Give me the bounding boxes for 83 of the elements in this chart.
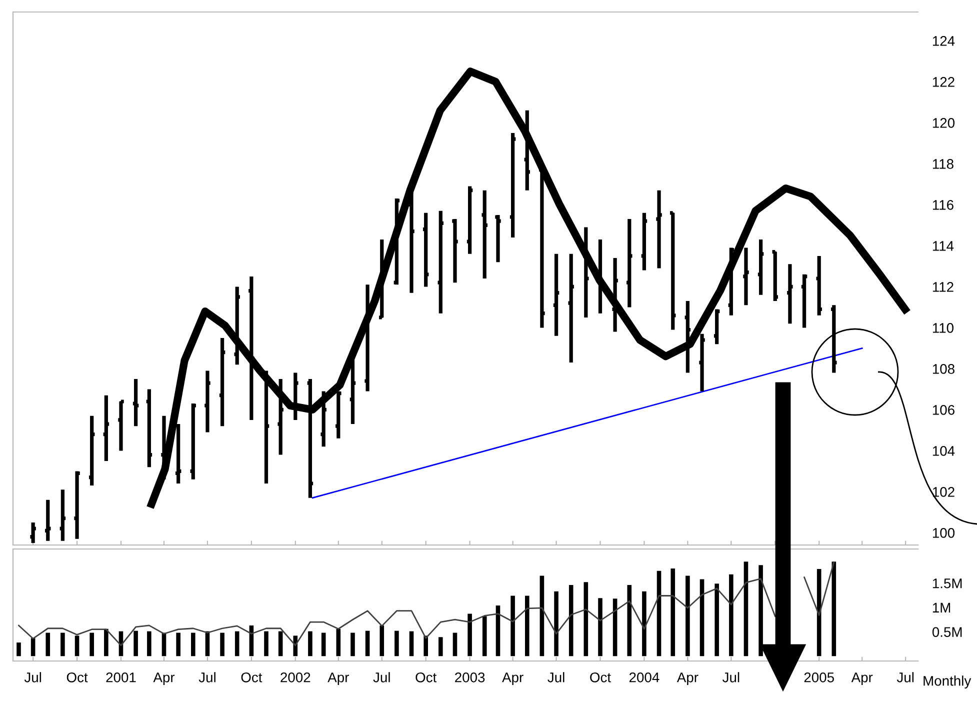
bar [496, 605, 500, 656]
bar [670, 568, 676, 656]
bar [729, 574, 734, 656]
y-tick-label: 0.5M [932, 627, 962, 637]
bar [90, 632, 94, 656]
bar [554, 591, 558, 656]
x-tick-label: Oct [590, 672, 611, 682]
bar [394, 630, 399, 656]
bar [568, 585, 574, 656]
bar [832, 562, 836, 656]
y-tick-label: 112 [932, 282, 954, 292]
bar [264, 631, 268, 656]
x-tick-label: 2005 [804, 672, 834, 682]
bar [744, 562, 748, 656]
bar [598, 598, 602, 656]
y-tick-label: 102 [932, 487, 954, 497]
bar [321, 632, 326, 656]
y-tick-label: 104 [932, 446, 955, 456]
x-tick-label: 2003 [455, 672, 485, 682]
y-tick-label: 122 [932, 77, 954, 87]
y-tick-label: 110 [932, 323, 954, 333]
bar [656, 570, 662, 656]
bar [409, 631, 414, 656]
y-tick-label: 120 [932, 118, 955, 128]
bar [134, 630, 138, 656]
bar [612, 598, 618, 656]
bar [234, 631, 240, 656]
bar [176, 632, 180, 656]
bar [524, 596, 530, 656]
x-tick-label: 2001 [106, 672, 136, 682]
bar [220, 632, 224, 656]
bar [686, 576, 690, 656]
x-tick-label: Oct [66, 672, 88, 682]
bar [380, 625, 384, 656]
bar [104, 628, 108, 656]
y-tick-label: 100 [932, 528, 955, 538]
bar [627, 585, 632, 656]
y-tick-label: 1.5M [932, 578, 962, 588]
y-tick-label: 116 [932, 200, 954, 210]
bar [74, 636, 80, 656]
y-tick-label: 108 [932, 364, 954, 374]
y-tick-label: 1M [932, 602, 950, 612]
x-tick-label: Oct [241, 672, 262, 682]
x-tick-label: Jul [198, 672, 216, 682]
x-tick-label: Jul [548, 672, 564, 682]
x-tick-label: 2004 [629, 672, 660, 682]
y-tick-label: 106 [932, 405, 954, 415]
bar [700, 579, 704, 656]
x-tick-label: Jul [722, 672, 740, 682]
x-tick-label: Apr [676, 672, 698, 686]
bar [510, 596, 515, 656]
x-tick-label: 2002 [280, 672, 310, 682]
bar [540, 576, 544, 656]
y-tick-label: 124 [932, 36, 955, 46]
bar [60, 632, 65, 656]
x-tick-label: Apr [328, 672, 349, 686]
bar [438, 637, 443, 656]
bar [278, 631, 283, 656]
bar [424, 636, 428, 656]
x-tick-label: Apr [502, 672, 524, 686]
bar [468, 614, 472, 656]
bar [147, 631, 152, 656]
x-tick-label: Apr [153, 672, 175, 686]
bar [714, 584, 719, 656]
y-tick-label: 114 [932, 241, 954, 251]
bar [452, 632, 458, 656]
bar [16, 642, 21, 656]
text: Monthly [924, 676, 972, 689]
x-tick-label: Jul [24, 672, 42, 682]
y-tick-label: 118 [932, 159, 954, 169]
bar [308, 631, 312, 656]
bar [584, 582, 588, 656]
bar [190, 632, 196, 656]
x-tick-label: Oct [416, 672, 437, 682]
bar [336, 628, 341, 656]
bar [46, 632, 50, 656]
bar [350, 632, 355, 656]
x-tick-label: Jul [373, 672, 390, 682]
x-tick-label: Jul [896, 672, 914, 682]
bar [365, 630, 370, 656]
bar [642, 591, 646, 656]
x-tick-label: Apr [851, 672, 873, 686]
bar [482, 616, 487, 656]
